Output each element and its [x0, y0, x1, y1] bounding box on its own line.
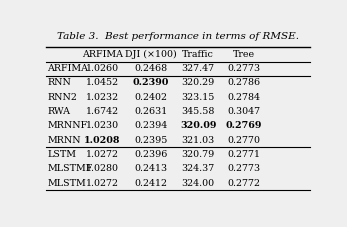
Text: 327.47: 327.47 — [181, 64, 214, 73]
Text: Table 3.  Best performance in terms of RMSE.: Table 3. Best performance in terms of RM… — [57, 32, 299, 41]
Text: 0.2784: 0.2784 — [227, 93, 260, 102]
Text: 0.2771: 0.2771 — [227, 150, 260, 159]
Text: 0.2770: 0.2770 — [227, 136, 260, 145]
Text: MRNN: MRNN — [48, 136, 81, 145]
Text: RNN2: RNN2 — [48, 93, 77, 102]
Text: 1.6742: 1.6742 — [86, 107, 119, 116]
Text: 0.3047: 0.3047 — [227, 107, 260, 116]
Text: 0.2773: 0.2773 — [227, 64, 260, 73]
Text: 0.2402: 0.2402 — [134, 93, 168, 102]
Text: 324.00: 324.00 — [181, 179, 214, 188]
Text: DJI (×100): DJI (×100) — [125, 50, 177, 59]
Text: 0.2395: 0.2395 — [134, 136, 168, 145]
Text: ARFIMA: ARFIMA — [82, 50, 123, 59]
Text: 1.0230: 1.0230 — [86, 121, 119, 131]
Text: 0.2468: 0.2468 — [134, 64, 168, 73]
Text: 345.58: 345.58 — [181, 107, 215, 116]
Text: 0.2772: 0.2772 — [227, 179, 260, 188]
Text: 1.0280: 1.0280 — [86, 165, 119, 173]
Text: 320.09: 320.09 — [180, 121, 216, 131]
Text: ARFIMA: ARFIMA — [48, 64, 88, 73]
Text: RWA: RWA — [48, 107, 70, 116]
Text: 320.79: 320.79 — [181, 150, 215, 159]
Text: 321.03: 321.03 — [181, 136, 215, 145]
Text: Traffic: Traffic — [182, 50, 214, 59]
Text: 0.2390: 0.2390 — [133, 79, 169, 87]
Text: 0.2394: 0.2394 — [134, 121, 168, 131]
Text: 0.2396: 0.2396 — [134, 150, 168, 159]
Text: 0.2412: 0.2412 — [134, 179, 168, 188]
Text: 1.0232: 1.0232 — [86, 93, 119, 102]
Text: MRNNF: MRNNF — [48, 121, 88, 131]
Text: Tree: Tree — [232, 50, 255, 59]
Text: 1.0260: 1.0260 — [86, 64, 119, 73]
Text: 0.2773: 0.2773 — [227, 165, 260, 173]
Text: MLSTM: MLSTM — [48, 179, 86, 188]
Text: 0.2631: 0.2631 — [134, 107, 168, 116]
Text: 1.0452: 1.0452 — [86, 79, 119, 87]
Text: 1.0272: 1.0272 — [86, 150, 119, 159]
Text: MLSTMF: MLSTMF — [48, 165, 93, 173]
Text: 1.0272: 1.0272 — [86, 179, 119, 188]
Text: 1.0208: 1.0208 — [84, 136, 121, 145]
Text: 320.29: 320.29 — [181, 79, 215, 87]
Text: 323.15: 323.15 — [181, 93, 215, 102]
Text: 324.37: 324.37 — [181, 165, 215, 173]
Text: RNN: RNN — [48, 79, 71, 87]
Text: 0.2786: 0.2786 — [227, 79, 260, 87]
Text: 0.2413: 0.2413 — [134, 165, 168, 173]
Text: 0.2769: 0.2769 — [226, 121, 262, 131]
Text: LSTM: LSTM — [48, 150, 76, 159]
